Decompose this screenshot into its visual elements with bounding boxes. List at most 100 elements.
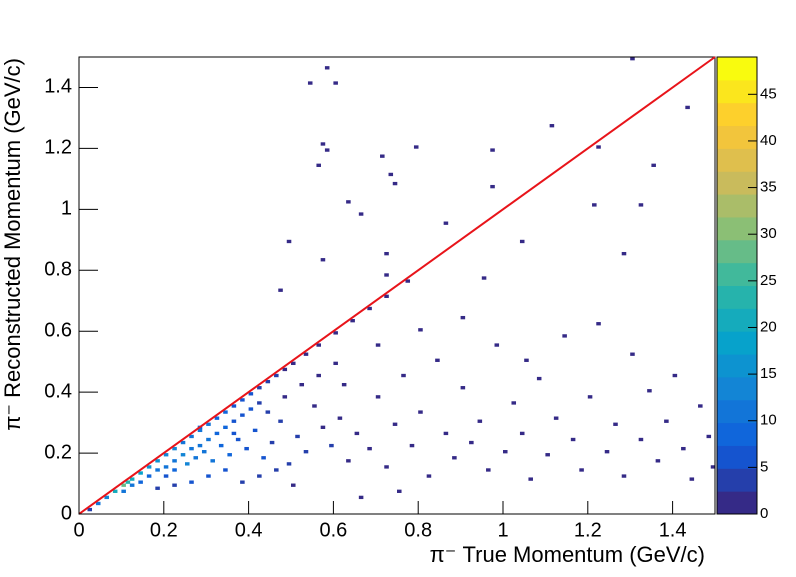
bin [121,483,126,487]
bin [172,483,177,487]
bin [392,422,398,426]
bin [367,306,372,311]
bin [490,184,495,189]
bin [320,425,326,429]
bin [384,273,389,277]
bin [320,142,326,146]
bin [265,410,271,414]
bin [337,416,343,420]
bin [519,239,525,244]
bin [257,474,262,478]
bin [155,468,160,472]
bin [274,373,279,378]
bin [180,453,186,457]
bin [490,148,495,152]
bin [651,163,656,167]
y-tick-label: 0 [61,502,72,524]
bin [172,459,177,463]
bin [710,465,716,469]
colorbar-band [717,399,757,424]
bin [519,431,525,436]
bin [206,474,211,478]
bin [95,501,101,506]
bin [469,440,474,445]
y-tick-label: 0.8 [44,259,72,281]
bin [549,124,555,128]
bin [223,425,228,429]
bin [104,495,109,500]
bin [129,483,135,487]
bin [201,450,207,454]
colorbar-band [717,216,757,241]
bin [367,446,372,451]
bin [435,358,440,362]
bin [231,431,237,436]
bin [282,395,288,399]
bin [418,328,423,332]
bin [358,212,364,216]
colorbar-band [717,331,757,355]
bin [155,459,160,463]
bin [125,480,131,484]
z-tick-label: 40 [760,132,777,149]
y-tick-label: 0.4 [44,380,72,402]
bin [570,437,576,442]
bin [460,386,466,390]
bin [494,343,500,347]
bin [146,465,152,469]
colorbar-band [717,445,757,469]
bin [481,276,487,280]
bin [460,315,466,320]
colorbar-band [717,171,757,195]
bin [333,331,338,335]
y-tick-label: 1 [61,198,72,220]
bin [210,459,215,463]
bin [206,422,211,426]
z-tick-label: 45 [760,85,777,102]
bin [413,145,419,149]
bin [291,483,296,487]
x-tick-label: 0.4 [235,519,263,541]
bin [163,474,169,478]
bin [324,66,330,70]
colorbar-band [717,308,757,332]
bin [146,474,152,478]
bin [303,450,309,454]
bin [477,419,483,423]
bin [638,437,644,442]
x-tick-label: 0.6 [319,519,347,541]
colorbar-band [717,285,757,309]
bin [698,404,703,408]
bin [346,459,351,463]
bin [252,428,258,433]
z-tick-label: 15 [760,365,777,382]
y-tick-label: 1.4 [44,76,72,98]
bin [231,404,237,408]
y-axis-title: π⁻ Reconstructed Momentum (GeV/c) [0,58,25,431]
bin [278,419,283,423]
bin [587,395,593,399]
colorbar-band [717,79,757,104]
bin [528,477,533,481]
bin [248,407,254,411]
bin [384,294,389,298]
bin [384,465,389,469]
bin [397,489,402,493]
bin [172,468,177,472]
bin [138,471,143,475]
colorbar-frame [716,56,758,515]
bin [299,382,305,387]
bin [185,462,190,466]
x-tick-label: 0.2 [150,519,178,541]
bin [87,507,93,512]
colorbar-band [717,491,757,515]
bin [375,343,381,347]
bin [240,480,245,484]
bin [214,431,220,436]
plot-frame [78,56,716,515]
bin [443,431,449,436]
bin [545,453,550,457]
bin [579,468,584,472]
bin [596,322,601,326]
